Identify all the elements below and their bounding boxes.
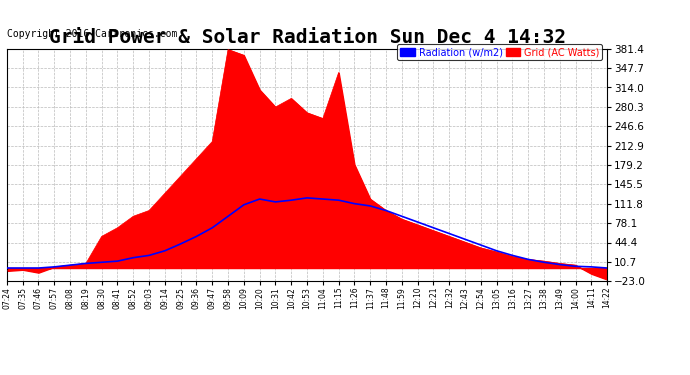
Text: Copyright 2016 Cartronics.com: Copyright 2016 Cartronics.com	[7, 30, 177, 39]
Title: Grid Power & Solar Radiation Sun Dec 4 14:32: Grid Power & Solar Radiation Sun Dec 4 1…	[48, 28, 566, 47]
Legend: Radiation (w/m2), Grid (AC Watts): Radiation (w/m2), Grid (AC Watts)	[397, 44, 602, 60]
